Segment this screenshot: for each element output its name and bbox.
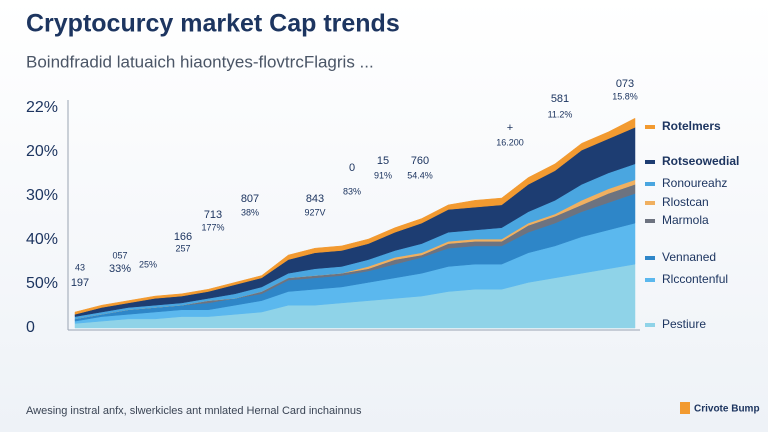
annotation: 43 (75, 262, 85, 272)
area (74, 117, 636, 315)
annotation: 177% (201, 222, 224, 232)
annotation: 33% (109, 263, 131, 275)
annotation: 073 (616, 78, 634, 90)
annotation: + (507, 122, 513, 134)
legend-swatch (645, 219, 655, 223)
y-tick-label: 20% (26, 143, 58, 160)
annotation: 581 (551, 93, 569, 105)
y-tick-label: 22% (26, 99, 58, 116)
annotation: 54.4% (407, 170, 433, 180)
annotation: 16.200 (496, 137, 524, 147)
legend-label: Ronoureahz (662, 176, 727, 190)
annotation: 91% (374, 170, 392, 180)
legend-swatch (645, 323, 655, 327)
annotation: 25% (139, 259, 157, 269)
legend-label: Rlostcan (662, 195, 709, 209)
annotation: 15 (377, 155, 389, 167)
annotation: 760 (411, 155, 429, 167)
annotation: 15.8% (612, 91, 638, 101)
legend-swatch (645, 256, 655, 260)
legend-swatch (645, 160, 655, 164)
annotation: 166 (174, 231, 192, 243)
chart-subtitle: Boindfradid latuaich hiaontyes-flovtrcFl… (26, 52, 374, 71)
legend-swatch (645, 125, 655, 129)
legend-label: Rotelmers (662, 119, 721, 133)
y-tick-label: 0 (26, 319, 35, 336)
annotation: 197 (71, 277, 89, 289)
legend-label: Vennaned (662, 250, 716, 264)
annotation: 713 (204, 209, 222, 221)
legend-swatch (645, 182, 655, 186)
legend-label: Rlccontenful (662, 272, 728, 286)
chart-title: Cryptocurcy market Cap trends (26, 10, 400, 38)
legend-label: Rotseowedial (662, 154, 739, 168)
legend-swatch (645, 201, 655, 205)
logo: Crivote Bump (694, 404, 760, 415)
annotation: 0 (349, 162, 355, 174)
footer: Awesing instral anfx, slwerkicles ant mn… (26, 405, 362, 417)
annotation: 057 (112, 250, 127, 260)
annotation: 38% (241, 207, 259, 217)
legend-label: Marmola (662, 213, 709, 227)
annotation: 11.2% (548, 109, 573, 119)
annotation: 927V (304, 207, 325, 217)
annotation: 807 (241, 193, 259, 205)
y-tick-label: 30% (26, 187, 58, 204)
annotation: 83% (343, 186, 361, 196)
legend-swatch (645, 278, 655, 282)
annotation: 257 (175, 243, 190, 253)
y-tick-label: 50% (26, 275, 58, 292)
annotation: 843 (306, 193, 324, 205)
logo-icon (680, 402, 690, 414)
legend-label: Pestiure (662, 317, 706, 331)
y-tick-label: 40% (26, 231, 58, 248)
